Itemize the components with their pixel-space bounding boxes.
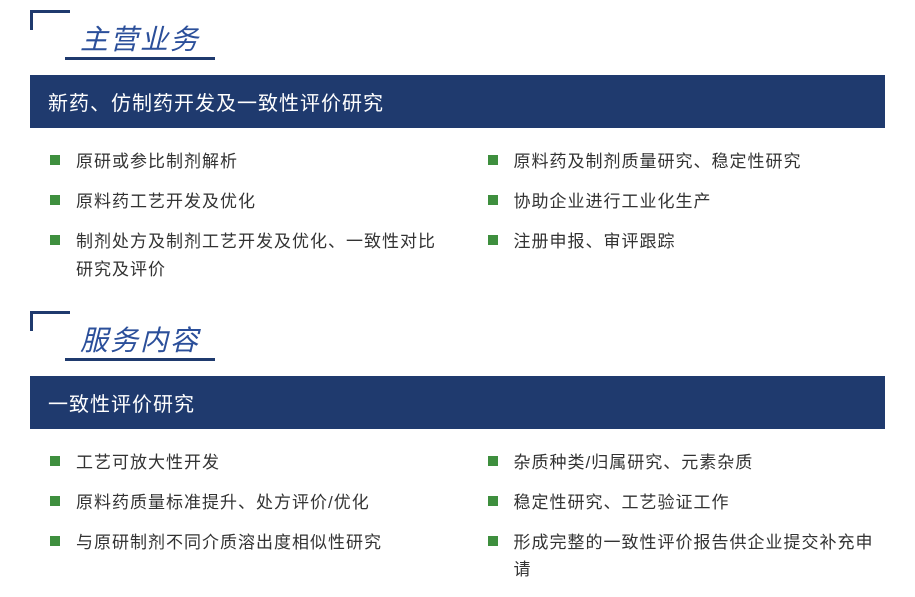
list-item: 注册申报、审评跟踪 bbox=[488, 228, 886, 255]
list-item: 杂质种类/归属研究、元素杂质 bbox=[488, 449, 886, 476]
item-text: 杂质种类/归属研究、元素杂质 bbox=[514, 449, 754, 476]
list-item: 与原研制剂不同介质溶出度相似性研究 bbox=[50, 529, 448, 556]
left-col-2: 工艺可放大性开发 原料药质量标准提升、处方评价/优化 与原研制剂不同介质溶出度相… bbox=[50, 449, 448, 597]
item-text: 原料药质量标准提升、处方评价/优化 bbox=[76, 489, 370, 516]
underline-decoration bbox=[65, 57, 215, 60]
item-text: 协助企业进行工业化生产 bbox=[514, 188, 712, 215]
section-label-1: 主营业务 bbox=[30, 10, 885, 60]
item-text: 制剂处方及制剂工艺开发及优化、一致性对比研究及评价 bbox=[76, 228, 448, 282]
square-bullet-icon bbox=[488, 235, 498, 245]
list-item: 协助企业进行工业化生产 bbox=[488, 188, 886, 215]
square-bullet-icon bbox=[488, 155, 498, 165]
bar-title-2: 一致性评价研究 bbox=[30, 376, 885, 429]
square-bullet-icon bbox=[488, 456, 498, 466]
list-item: 工艺可放大性开发 bbox=[50, 449, 448, 476]
corner-decoration-icon bbox=[30, 311, 70, 331]
item-text: 原研或参比制剂解析 bbox=[76, 148, 238, 175]
square-bullet-icon bbox=[50, 235, 60, 245]
square-bullet-icon bbox=[50, 456, 60, 466]
list-item: 原料药及制剂质量研究、稳定性研究 bbox=[488, 148, 886, 175]
right-col-1: 原料药及制剂质量研究、稳定性研究 协助企业进行工业化生产 注册申报、审评跟踪 bbox=[488, 148, 886, 296]
item-text: 注册申报、审评跟踪 bbox=[514, 228, 676, 255]
list-item: 原料药质量标准提升、处方评价/优化 bbox=[50, 489, 448, 516]
item-text: 与原研制剂不同介质溶出度相似性研究 bbox=[76, 529, 382, 556]
section-label-2: 服务内容 bbox=[30, 311, 885, 361]
left-col-1: 原研或参比制剂解析 原料药工艺开发及优化 制剂处方及制剂工艺开发及优化、一致性对… bbox=[50, 148, 448, 296]
list-item: 原研或参比制剂解析 bbox=[50, 148, 448, 175]
columns-2: 工艺可放大性开发 原料药质量标准提升、处方评价/优化 与原研制剂不同介质溶出度相… bbox=[30, 449, 885, 597]
square-bullet-icon bbox=[50, 496, 60, 506]
list-item: 稳定性研究、工艺验证工作 bbox=[488, 489, 886, 516]
columns-1: 原研或参比制剂解析 原料药工艺开发及优化 制剂处方及制剂工艺开发及优化、一致性对… bbox=[30, 148, 885, 296]
section-title-1: 主营业务 bbox=[80, 18, 200, 58]
square-bullet-icon bbox=[50, 195, 60, 205]
square-bullet-icon bbox=[488, 496, 498, 506]
item-text: 稳定性研究、工艺验证工作 bbox=[514, 489, 730, 516]
item-text: 形成完整的一致性评价报告供企业提交补充申请 bbox=[514, 529, 886, 583]
section-title-2: 服务内容 bbox=[80, 319, 200, 359]
list-item: 形成完整的一致性评价报告供企业提交补充申请 bbox=[488, 529, 886, 583]
square-bullet-icon bbox=[488, 536, 498, 546]
underline-decoration bbox=[65, 358, 215, 361]
list-item: 制剂处方及制剂工艺开发及优化、一致性对比研究及评价 bbox=[50, 228, 448, 282]
square-bullet-icon bbox=[50, 536, 60, 546]
square-bullet-icon bbox=[50, 155, 60, 165]
right-col-2: 杂质种类/归属研究、元素杂质 稳定性研究、工艺验证工作 形成完整的一致性评价报告… bbox=[488, 449, 886, 597]
item-text: 原料药工艺开发及优化 bbox=[76, 188, 256, 215]
list-item: 原料药工艺开发及优化 bbox=[50, 188, 448, 215]
square-bullet-icon bbox=[488, 195, 498, 205]
corner-decoration-icon bbox=[30, 10, 70, 30]
item-text: 工艺可放大性开发 bbox=[76, 449, 220, 476]
bar-title-1: 新药、仿制药开发及一致性评价研究 bbox=[30, 75, 885, 128]
item-text: 原料药及制剂质量研究、稳定性研究 bbox=[514, 148, 802, 175]
